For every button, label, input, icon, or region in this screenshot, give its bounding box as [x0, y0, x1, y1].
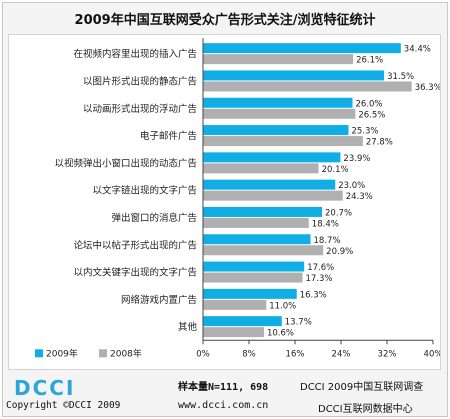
bar-2009 [203, 70, 385, 81]
value-label: 20.1% [322, 165, 349, 175]
dcci-logo: DCCI [14, 376, 76, 400]
bar-2008 [203, 245, 324, 256]
legend-swatch-2009 [35, 349, 43, 358]
category-label: 以文字链出现的文字广告 [92, 185, 197, 197]
value-label: 13.7% [285, 318, 312, 328]
bar-2009 [203, 206, 323, 217]
bar-2009 [203, 97, 353, 108]
category-label: 论坛中以帖子形式出现的广告 [73, 239, 197, 251]
value-label: 16.3% [300, 290, 327, 300]
source-org-text: DCCI互联网数据中心 [318, 404, 413, 415]
value-label: 34.4% [404, 45, 431, 55]
value-label: 23.9% [343, 154, 370, 164]
category-label: 以内文关键字出现的文字广告 [73, 267, 197, 279]
category-label: 其他 [178, 321, 198, 333]
value-label: 36.3% [415, 83, 440, 93]
bar-2008 [203, 81, 412, 92]
legend-swatch-2008 [99, 349, 107, 358]
legend-label: 2009年 [46, 347, 78, 359]
value-label: 20.7% [325, 208, 352, 218]
value-label: 27.8% [366, 138, 393, 148]
category-label: 以动画形式出现的浮动广告 [83, 103, 197, 115]
category-label: 以图片形式出现的静态广告 [83, 75, 197, 87]
bar-2009 [203, 152, 341, 163]
source-text: DCCI 2009中国互联网调查 [300, 382, 424, 393]
bar-2008 [203, 272, 303, 283]
bar-2009 [203, 261, 305, 272]
value-label: 26.1% [356, 56, 383, 66]
value-label: 11.0% [269, 301, 296, 311]
bar-2008 [203, 299, 267, 310]
value-label: 17.6% [307, 263, 334, 273]
x-tick-label: 24% [332, 349, 351, 359]
value-label: 31.5% [387, 72, 414, 82]
x-tick-label: 40% [424, 349, 440, 359]
footer: DCCI Copyright ©DCCI 2009 样本量N=111, 698 … [0, 374, 450, 419]
x-tick-label: 32% [378, 349, 397, 359]
x-tick-label: 8% [242, 349, 256, 359]
category-label: 电子邮件广告 [140, 130, 197, 142]
category-label: 网络游戏内置广告 [121, 294, 197, 306]
sample-size-text: 样本量N=111, 698 [178, 382, 269, 393]
category-label: 弹出窗口的消息广告 [111, 212, 197, 224]
bar-2008 [203, 163, 319, 174]
website-link[interactable]: www.dcci.com.cn [178, 400, 269, 411]
bar-2008 [203, 108, 356, 119]
bar-2009 [203, 179, 336, 190]
bar-2008 [203, 327, 264, 338]
value-label: 18.4% [312, 219, 339, 229]
chart-title: 2009年中国互联网受众广告形式关注/浏览特征统计 [74, 13, 376, 28]
value-label: 10.6% [267, 329, 294, 339]
legend-label: 2008年 [110, 347, 142, 359]
bar-2009 [203, 288, 297, 299]
category-label: 以视频弹出小窗口出现的动态广告 [54, 157, 197, 169]
value-label: 26.0% [356, 99, 383, 109]
bar-2009 [203, 316, 282, 327]
category-label: 在视频内容里出现的插入广告 [73, 48, 197, 60]
plot-panel: 在视频内容里出现的插入广告 34.4% 26.1% 以图片形式出现的静态广告 31.5%… [8, 34, 441, 370]
bar-2009 [203, 43, 401, 54]
value-label: 23.0% [338, 181, 365, 191]
bar-2008 [203, 136, 363, 147]
bar-chart: 在视频内容里出现的插入广告 34.4% 26.1% 以图片形式出现的静态广告 31.5%… [35, 38, 440, 359]
value-label: 25.3% [351, 127, 378, 137]
bar-2008 [203, 54, 354, 65]
bar-2009 [203, 125, 349, 136]
value-label: 17.3% [305, 274, 332, 284]
bar-2009 [203, 234, 311, 245]
x-tick-label: 0% [196, 349, 210, 359]
x-tick-label: 16% [286, 349, 305, 359]
value-label: 18.7% [314, 236, 341, 246]
value-label: 20.9% [326, 247, 353, 257]
copyright-text: Copyright ©DCCI 2009 [6, 400, 121, 411]
bar-2008 [203, 217, 309, 228]
bar-2008 [203, 190, 343, 201]
value-label: 26.5% [358, 110, 385, 120]
value-label: 24.3% [346, 192, 373, 202]
